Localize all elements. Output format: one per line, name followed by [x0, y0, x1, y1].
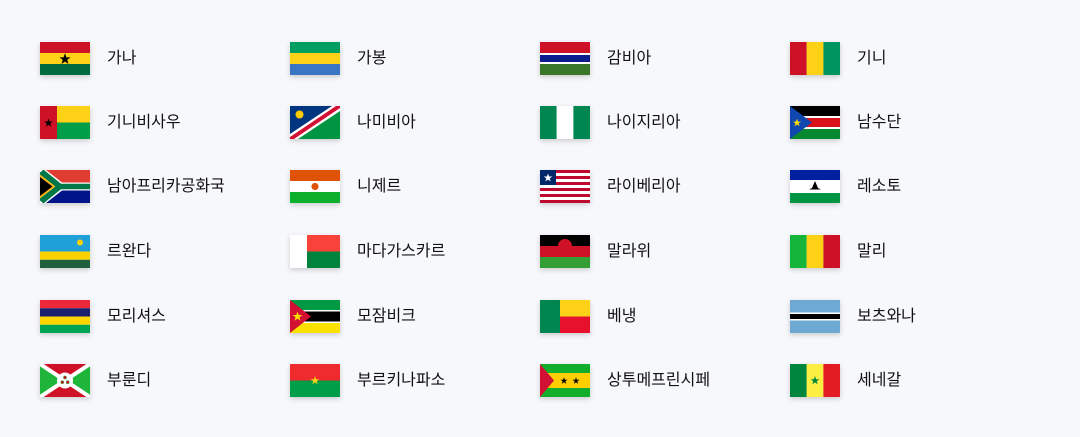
benin-flag-icon [540, 299, 590, 333]
rwanda-flag-icon [40, 234, 90, 268]
country-item-ghana[interactable]: 가나 [40, 38, 136, 78]
country-name: 부르키나파소 [357, 370, 446, 389]
malawi-flag-icon [540, 234, 590, 268]
south-sudan-flag-icon [790, 105, 840, 139]
country-name: 기니비사우 [107, 112, 181, 131]
country-item-guinea-bissau[interactable]: 기니비사우 [40, 102, 181, 142]
country-item-mali[interactable]: 말리 [790, 231, 886, 271]
country-item-malawi[interactable]: 말라위 [540, 231, 651, 271]
guinea-flag-icon [790, 41, 840, 75]
country-item-nigeria[interactable]: 나이지리아 [540, 102, 681, 142]
niger-flag-icon [290, 169, 340, 203]
gambia-flag-icon [540, 41, 590, 75]
country-item-niger[interactable]: 니제르 [290, 166, 401, 206]
country-item-gabon[interactable]: 가봉 [290, 38, 386, 78]
lesotho-flag-icon [790, 169, 840, 203]
country-item-rwanda[interactable]: 르완다 [40, 231, 151, 271]
country-name: 상투메프린시페 [607, 370, 711, 389]
country-name: 가나 [107, 48, 137, 67]
country-item-mauritius[interactable]: 모리셔스 [40, 296, 166, 336]
country-item-botswana[interactable]: 보츠와나 [790, 296, 916, 336]
senegal-flag-icon [790, 363, 840, 397]
country-item-south-sudan[interactable]: 남수단 [790, 102, 901, 142]
country-name: 마다가스카르 [357, 241, 446, 260]
country-name: 나이지리아 [607, 112, 681, 131]
country-name: 나미비아 [357, 112, 416, 131]
south-africa-flag-icon [40, 169, 90, 203]
gabon-flag-icon [290, 41, 340, 75]
sao-tome-and-principe-flag-icon [540, 363, 590, 397]
nigeria-flag-icon [540, 105, 590, 139]
country-name: 모잠비크 [357, 306, 416, 325]
country-item-burundi[interactable]: 부룬디 [40, 360, 151, 400]
country-name: 남아프리카공화국 [107, 176, 225, 195]
ghana-flag-icon [40, 41, 90, 75]
burkina-faso-flag-icon [290, 363, 340, 397]
country-item-lesotho[interactable]: 레소토 [790, 166, 901, 206]
country-name: 레소토 [857, 176, 902, 195]
country-name: 기니 [857, 48, 887, 67]
madagascar-flag-icon [290, 234, 340, 268]
namibia-flag-icon [290, 105, 340, 139]
mali-flag-icon [790, 234, 840, 268]
country-name: 보츠와나 [857, 306, 916, 325]
country-name: 부룬디 [107, 370, 152, 389]
country-item-burkina-faso[interactable]: 부르키나파소 [290, 360, 445, 400]
country-item-south-africa[interactable]: 남아프리카공화국 [40, 166, 225, 206]
country-item-mozambique[interactable]: 모잠비크 [290, 296, 416, 336]
country-name: 르완다 [107, 241, 152, 260]
country-name: 라이베리아 [607, 176, 681, 195]
country-name: 모리셔스 [107, 306, 166, 325]
liberia-flag-icon [540, 169, 590, 203]
country-item-guinea[interactable]: 기니 [790, 38, 886, 78]
country-item-namibia[interactable]: 나미비아 [290, 102, 416, 142]
country-name: 가봉 [357, 48, 387, 67]
country-item-gambia[interactable]: 감비아 [540, 38, 651, 78]
country-name: 니제르 [357, 176, 402, 195]
country-name: 말라위 [607, 241, 652, 260]
country-name: 말리 [857, 241, 887, 260]
country-name: 베냉 [607, 306, 637, 325]
mauritius-flag-icon [40, 299, 90, 333]
country-name: 남수단 [857, 112, 902, 131]
country-item-liberia[interactable]: 라이베리아 [540, 166, 681, 206]
mozambique-flag-icon [290, 299, 340, 333]
country-item-madagascar[interactable]: 마다가스카르 [290, 231, 445, 271]
guinea-bissau-flag-icon [40, 105, 90, 139]
country-item-senegal[interactable]: 세네갈 [790, 360, 901, 400]
country-item-benin[interactable]: 베냉 [540, 296, 636, 336]
botswana-flag-icon [790, 299, 840, 333]
country-item-sao-tome-and-principe[interactable]: 상투메프린시페 [540, 360, 710, 400]
country-name: 세네갈 [857, 370, 902, 389]
burundi-flag-icon [40, 363, 90, 397]
country-name: 감비아 [607, 48, 652, 67]
